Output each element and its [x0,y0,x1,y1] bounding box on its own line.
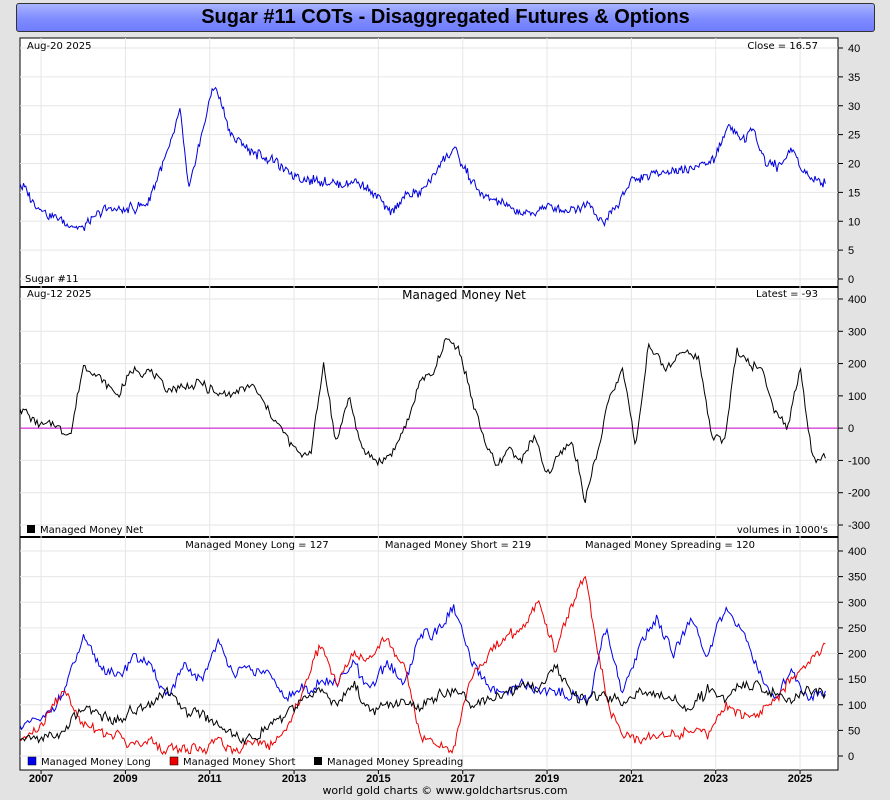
price-date-label: Aug-20 2025 [27,41,92,52]
grid-lines [20,38,838,770]
y-tick-label: 0 [848,274,854,286]
y-tick-label: 50 [848,725,860,737]
net-legend-label: Managed Money Net [40,525,143,536]
y-tick-label: 150 [848,674,866,686]
x-tick-label: 2009 [113,773,137,785]
price-series-label: Sugar #11 [25,274,79,285]
title-bar: Sugar #11 COTs - Disaggregated Futures &… [16,3,875,32]
price-line [19,86,826,232]
short-latest-label: Managed Money Short = 219 [385,540,531,551]
chart-title: Sugar #11 COTs - Disaggregated Futures &… [201,6,690,28]
y-tick-label: 350 [848,572,866,584]
x-tick-label: 2015 [366,773,390,785]
net-line [19,337,826,503]
long-legend-label: Managed Money Long [41,757,151,768]
y-tick-label: 0 [848,751,854,763]
x-tick-label: 2019 [535,773,559,785]
x-axis-labels: 2007 2009 2011 2013 2015 2017 2019 2021 2023 2025 [29,770,812,785]
series-lines [19,86,838,756]
y-tick-label: 400 [848,546,866,558]
net-date-label: Aug-12 2025 [27,289,92,300]
spreading-latest-label: Managed Money Spreading = 120 [585,540,755,551]
y-tick-label: 400 [848,294,866,306]
spreading-legend-label: Managed Money Spreading [327,757,463,768]
x-tick-label: 2007 [29,773,53,785]
y-tick-label: 300 [848,597,866,609]
x-tick-label: 2011 [198,773,222,785]
y-tick-label: -300 [848,520,870,532]
price-close-label: Close = 16.57 [747,41,818,52]
y-tick-label: -100 [848,455,870,467]
long-line [19,604,826,731]
y-tick-label: 20 [848,159,860,171]
y-tick-label: 15 [848,187,860,199]
y-tick-label: -200 [848,488,870,500]
x-tick-label: 2023 [703,773,727,785]
y-tick-label: 30 [848,101,860,113]
y-tick-label: 200 [848,649,866,661]
y-tick-label: 100 [848,391,866,403]
net-latest-label: Latest = -93 [756,289,818,300]
y-tick-label: 25 [848,130,860,142]
y-tick-label: 5 [848,245,854,257]
long-latest-label: Managed Money Long = 127 [185,540,329,551]
footer-credit: world gold charts © www.goldchartsrus.co… [322,784,568,797]
y-tick-label: 250 [848,623,866,635]
y-tick-label: 35 [848,72,860,84]
y-tick-label: 40 [848,43,860,55]
y-tick-label: 10 [848,216,860,228]
y-tick-label: 300 [848,326,866,338]
short-line [19,575,826,756]
short-legend-swatch [169,756,179,766]
spreading-line [19,663,826,746]
tick-labels: 0 5 10 15 20 25 30 35 40 -300 -200 -100 0 100 200 300 40… [838,43,870,763]
x-tick-label: 2025 [788,773,812,785]
net-panel-title: Managed Money Net [402,288,526,302]
long-legend-swatch [27,756,37,766]
spreading-legend-swatch [314,757,322,765]
x-tick-label: 2021 [619,773,643,785]
y-tick-label: 200 [848,359,866,371]
x-tick-label: 2013 [282,773,306,785]
net-legend-swatch [27,525,35,533]
plot-area [19,37,839,771]
units-label: volumes in 1000's [737,525,828,536]
y-tick-label: 0 [848,423,854,435]
x-tick-label: 2017 [450,773,474,785]
short-legend-label: Managed Money Short [183,757,295,768]
y-tick-label: 100 [848,700,866,712]
